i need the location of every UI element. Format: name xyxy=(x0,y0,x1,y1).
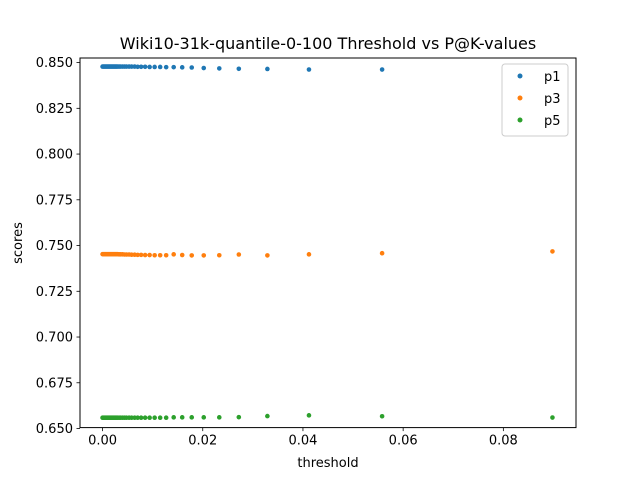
data-point-p3 xyxy=(201,253,207,258)
legend-label-p5: p5 xyxy=(544,114,561,129)
data-point-p5 xyxy=(142,415,148,421)
data-point-p5 xyxy=(152,415,157,421)
x-tick-label: 0.02 xyxy=(188,434,217,449)
y-tick-label: 0.700 xyxy=(36,331,73,346)
legend-label-p3: p3 xyxy=(544,92,561,107)
data-point-p5 xyxy=(147,415,152,421)
data-point-p3 xyxy=(135,252,140,258)
y-tick-label: 0.725 xyxy=(36,285,73,300)
data-point-p3 xyxy=(179,252,185,258)
data-point-p3 xyxy=(265,253,270,258)
data-point-p1 xyxy=(138,64,144,70)
data-point-p1 xyxy=(236,66,242,72)
data-point-p5 xyxy=(236,414,242,420)
data-point-p3 xyxy=(189,253,195,258)
data-point-p3 xyxy=(152,252,157,258)
data-point-p3 xyxy=(216,252,222,258)
data-point-p5 xyxy=(163,415,169,421)
data-point-p5 xyxy=(189,415,195,420)
data-point-p5 xyxy=(265,413,270,419)
y-tick-label: 0.750 xyxy=(36,239,73,254)
data-point-p1 xyxy=(171,64,176,70)
data-point-p3 xyxy=(138,252,144,258)
data-point-p1 xyxy=(163,64,169,70)
x-tick-label: 0.08 xyxy=(489,434,518,449)
legend-marker-p3 xyxy=(517,95,523,101)
x-tick-label: 0.04 xyxy=(288,434,317,449)
data-point-p3 xyxy=(236,252,242,257)
legend-marker-p5 xyxy=(517,117,523,123)
data-point-p5 xyxy=(179,415,185,420)
data-point-p3 xyxy=(163,252,169,258)
chart-title: Wiki10-31k-quantile-0-100 Threshold vs P… xyxy=(120,34,536,53)
data-point-p1 xyxy=(265,66,270,72)
data-point-p1 xyxy=(379,67,385,72)
data-point-p1 xyxy=(179,65,185,70)
y-tick-label: 0.650 xyxy=(36,422,73,437)
data-point-p1 xyxy=(142,64,148,70)
y-axis: 0.650 0.675 0.700 0.725 0.750 0.775 0.800 0.825… xyxy=(36,56,80,437)
data-point-p3 xyxy=(379,250,385,256)
y-tick-label: 0.850 xyxy=(36,56,73,71)
data-point-p5 xyxy=(138,415,144,421)
data-point-p3 xyxy=(550,249,555,254)
data-point-p1 xyxy=(152,64,157,70)
y-tick-label: 0.775 xyxy=(36,193,73,208)
plot-area xyxy=(100,64,555,421)
data-point-p5 xyxy=(171,415,176,420)
data-point-p3 xyxy=(171,252,176,257)
data-point-p1 xyxy=(135,64,140,70)
x-axis: 0.00 0.02 0.04 0.06 0.08 xyxy=(88,427,518,449)
data-point-p5 xyxy=(306,413,312,418)
data-point-p3 xyxy=(157,252,163,258)
data-point-p5 xyxy=(550,415,555,420)
x-tick-label: 0.00 xyxy=(88,434,117,449)
x-tick-label: 0.06 xyxy=(389,434,418,449)
data-point-p1 xyxy=(157,64,163,70)
x-axis-label: threshold xyxy=(297,456,358,471)
data-point-p1 xyxy=(201,65,207,71)
legend-label-p1: p1 xyxy=(544,70,561,85)
data-point-p1 xyxy=(216,66,222,71)
legend-marker-p1 xyxy=(517,73,523,79)
legend: p1 p3 p5 xyxy=(501,63,569,137)
data-point-p1 xyxy=(147,64,152,70)
data-point-p1 xyxy=(306,67,312,72)
plot-frame xyxy=(79,57,577,429)
y-tick-label: 0.675 xyxy=(36,376,73,391)
data-point-p3 xyxy=(306,252,312,257)
data-point-p3 xyxy=(147,252,152,258)
data-point-p1 xyxy=(189,65,195,70)
data-point-p5 xyxy=(379,413,385,419)
data-point-p5 xyxy=(201,415,207,420)
y-axis-label: scores xyxy=(11,222,26,264)
y-tick-label: 0.800 xyxy=(36,148,73,163)
data-point-p5 xyxy=(216,415,222,420)
data-point-p5 xyxy=(135,415,140,421)
data-point-p5 xyxy=(157,415,163,421)
y-tick-label: 0.825 xyxy=(36,102,73,117)
data-point-p3 xyxy=(142,252,148,258)
